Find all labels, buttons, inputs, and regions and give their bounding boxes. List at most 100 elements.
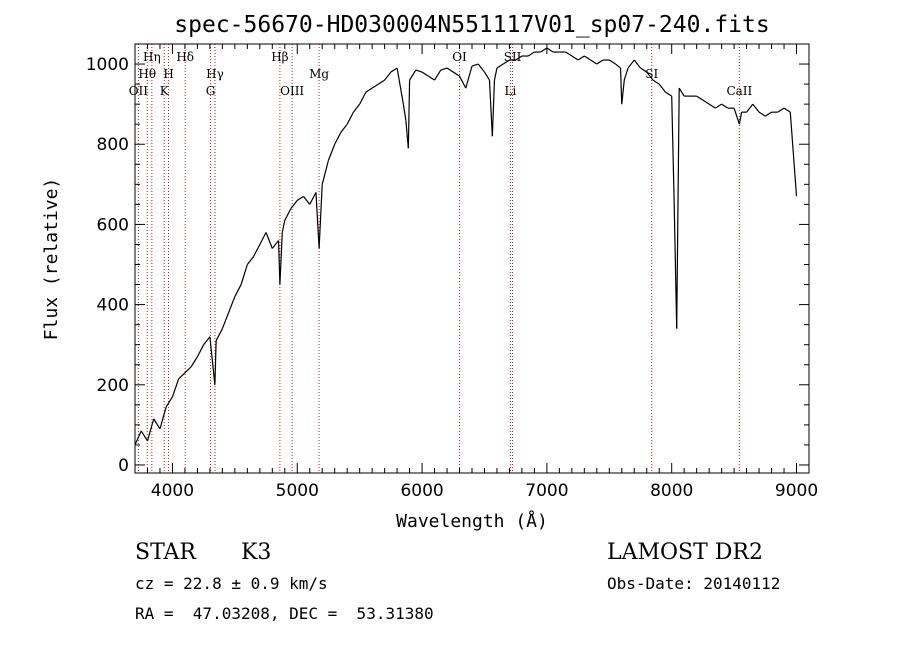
- x-tick-label: 5000: [276, 481, 319, 501]
- spectrum-segment: [721, 103, 729, 109]
- spectrum-segment: [309, 192, 317, 205]
- spectrum-segment: [190, 356, 198, 368]
- chart-title: spec-56670-HD030004N551117V01_sp07-240.f…: [174, 12, 769, 38]
- spectrum-segment: [458, 75, 467, 89]
- spectrum-segment: [440, 67, 448, 71]
- line-label: Hγ: [206, 67, 224, 81]
- line-markers: [137, 44, 740, 473]
- spectrum-segment: [571, 55, 579, 61]
- x-axis: 4000 5000 6000 7000 8000 9000: [146, 44, 818, 501]
- y-tick-label: 1000: [86, 55, 129, 75]
- y-axis: 0 200 400 600 800 1000: [86, 55, 809, 476]
- spectrum-segment: [696, 95, 704, 101]
- spectrum-segment: [546, 47, 554, 53]
- spectrum-segment: [708, 103, 716, 109]
- spectrum-segment: [265, 232, 273, 249]
- spectrum-segment: [378, 79, 385, 85]
- spectrum-segment: [221, 312, 230, 329]
- spectrum-segment: [493, 67, 498, 81]
- spectrum-segment: [733, 107, 740, 125]
- spectrum-segment: [318, 184, 323, 249]
- spectrum-segment: [577, 55, 585, 61]
- spectrum-segment: [483, 71, 490, 81]
- spectrum-segment: [658, 83, 666, 93]
- x-axis-label: Wavelength (Å): [396, 510, 548, 532]
- spectrum-segment: [584, 55, 591, 61]
- spectrum-segment: [140, 430, 148, 442]
- spectrum-segment: [171, 378, 180, 398]
- spectrum-segment: [340, 123, 348, 133]
- spectrum-segment: [702, 99, 710, 105]
- spectrum-segment: [271, 240, 280, 249]
- spectrum-segment: [259, 232, 267, 245]
- spectrum-segment: [646, 71, 654, 81]
- spectrum-segment: [608, 59, 616, 65]
- spectrum-segment: [777, 107, 785, 113]
- spectrum-segment: [153, 418, 161, 430]
- spectrum-segment: [488, 80, 493, 137]
- x-tick-label: 7000: [525, 481, 568, 501]
- spectrum-segment: [783, 107, 791, 113]
- y-tick-label: 0: [118, 456, 129, 476]
- y-tick-label: 200: [97, 376, 129, 396]
- spectrum-segment: [290, 199, 298, 209]
- spectrum-segment: [678, 87, 685, 97]
- spectrum-segment: [415, 69, 423, 73]
- spectrum-segment: [715, 103, 722, 109]
- spectrum-segment: [203, 336, 211, 346]
- line-label: Hη: [143, 50, 161, 64]
- spectrum-segment: [671, 96, 675, 205]
- spectrum-segment: [752, 103, 760, 113]
- spectrum-segment: [134, 430, 142, 446]
- spectrum-segment: [215, 328, 223, 341]
- spectrum-segment: [390, 67, 398, 73]
- spectrum-segment: [421, 71, 429, 77]
- plot-frame: [134, 43, 810, 474]
- spectrum-segment: [746, 103, 754, 113]
- y-axis-label: Flux (relative): [41, 178, 62, 341]
- spectrum-segment: [491, 80, 496, 137]
- spectrum-segment: [621, 80, 625, 105]
- spectrum-segment: [315, 192, 320, 249]
- y-tick-label: 400: [97, 296, 129, 316]
- spectrum-segment: [321, 160, 330, 185]
- spectrum-segment: [327, 144, 336, 161]
- spectrum-segment: [234, 284, 242, 297]
- coordinates: RA = 47.03208, DEC = 53.31380: [135, 604, 434, 623]
- spectrum-segment: [619, 68, 623, 105]
- spectrum-segment: [409, 69, 417, 81]
- spectrum-segment: [159, 406, 167, 430]
- spectrum-segment: [402, 104, 407, 121]
- spectrum-segment: [284, 208, 292, 221]
- spectrum-segment: [178, 372, 186, 380]
- spectrum-segment: [515, 55, 523, 61]
- spectrum-segment: [279, 232, 283, 285]
- spectrum-segment: [407, 80, 411, 149]
- spectrum-segment: [789, 112, 798, 197]
- spectrum-segment: [446, 67, 454, 73]
- x-tick-label: 6000: [400, 481, 443, 501]
- spectrum-segment: [240, 264, 248, 285]
- x-tick-label: 4000: [151, 481, 194, 501]
- line-label: OI: [452, 50, 467, 64]
- subclass: K3: [241, 540, 272, 565]
- line-label: K: [160, 84, 170, 98]
- spectrum-segment: [623, 67, 629, 81]
- spectrum-segment: [359, 91, 367, 105]
- y-tick-label: 800: [97, 135, 129, 155]
- y-tick-label: 600: [97, 215, 129, 235]
- x-tick-label: 8000: [650, 481, 693, 501]
- spectrum-segment: [758, 111, 766, 117]
- spectrum-segment: [471, 63, 479, 67]
- spectrum-segment: [384, 71, 392, 81]
- line-label: Hδ: [176, 50, 194, 64]
- spectrum-segment: [214, 340, 217, 385]
- redshift-text: cz = 22.8 ± 0.9 km/s: [135, 574, 328, 593]
- spectrum-segment: [465, 65, 473, 89]
- spectrum-segment: [196, 344, 205, 358]
- spectrum-segment: [281, 220, 286, 233]
- spectrum-segment: [427, 75, 435, 81]
- spectrum-segment: [146, 418, 155, 442]
